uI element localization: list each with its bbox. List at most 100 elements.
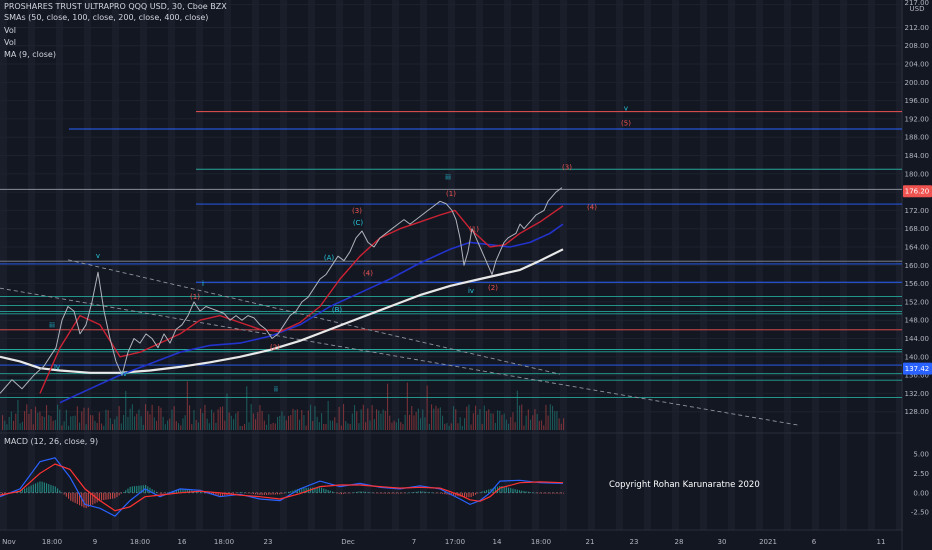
macd-histogram-bar: [222, 492, 224, 497]
price-tick-label: 148.00: [905, 317, 930, 325]
macd-histogram-bar: [488, 489, 490, 493]
macd-histogram-bar: [147, 486, 149, 493]
volume-bar: [226, 393, 228, 430]
volume-indicator-label[interactable]: Vol: [4, 26, 16, 35]
volume-bar: [10, 411, 12, 430]
macd-histogram-bar: [281, 492, 283, 494]
volume-bar: [483, 405, 485, 430]
macd-tick-label: 5.00: [913, 450, 929, 458]
volume-bar: [76, 406, 78, 430]
macd-histogram-bar: [65, 492, 67, 497]
volume-bar: [292, 408, 294, 430]
volume-bar: [503, 413, 505, 430]
macd-histogram-bar: [468, 492, 470, 498]
volume-bar: [268, 414, 270, 430]
macd-histogram-bar: [74, 492, 76, 503]
macd-histogram-bar: [151, 489, 153, 493]
sma-red-line: [39, 205, 564, 394]
volume-bar: [266, 424, 268, 430]
price-axis-bg: [903, 0, 932, 550]
macd-histogram-bar: [255, 492, 257, 495]
volume-bar: [279, 415, 281, 430]
macd-histogram-bar: [96, 492, 98, 503]
volume-bar: [274, 423, 276, 430]
volume-bar: [244, 424, 246, 430]
macd-tick-label: 2.50: [913, 470, 929, 478]
volume-bar: [116, 416, 118, 430]
volume-bar: [468, 404, 470, 430]
symbol-title[interactable]: PROSHARES TRUST ULTRAPRO QQQ USD, 30, Cb…: [4, 2, 227, 11]
macd-histogram-bar: [516, 489, 518, 493]
macd-histogram-bar: [508, 487, 510, 493]
currency-label: USD: [910, 5, 925, 13]
macd-indicator-label[interactable]: MACD (12, 26, close, 9): [4, 437, 99, 446]
volume-bar: [65, 409, 67, 430]
volume-bar: [151, 404, 153, 430]
macd-histogram-bar: [431, 492, 433, 494]
volume-bar: [182, 418, 184, 430]
volume-bar: [358, 423, 360, 430]
macd-histogram-bar: [389, 492, 391, 494]
macd-histogram-bar: [140, 485, 142, 493]
volume-bar: [160, 407, 162, 430]
volume-bar: [50, 416, 52, 430]
macd-histogram-bar: [204, 492, 206, 494]
macd-histogram-bar: [230, 492, 232, 495]
macd-histogram-bar: [556, 492, 558, 494]
volume-bar: [393, 420, 395, 430]
price-tick-label: 152.00: [905, 298, 930, 306]
volume-bar: [57, 404, 59, 430]
macd-histogram-bar: [182, 489, 184, 493]
volume-bar: [21, 421, 23, 430]
sma-indicator-label[interactable]: SMAs (50, close, 100, close, 200, close,…: [4, 13, 209, 22]
volume-bar: [549, 404, 551, 430]
volume-bar: [382, 409, 384, 430]
macd-histogram-bar: [417, 491, 419, 493]
macd-histogram-bar: [499, 486, 501, 493]
volume-bar: [63, 421, 65, 430]
macd-histogram-bar: [492, 488, 494, 493]
volume-bar: [477, 414, 479, 430]
macd-histogram-bar: [83, 492, 85, 508]
signal-line: [0, 463, 564, 512]
macd-histogram-bar: [519, 490, 521, 493]
volume-bar: [354, 405, 356, 430]
macd-histogram-bar: [50, 484, 52, 493]
volume-bar: [318, 422, 320, 430]
volume-bar: [215, 422, 217, 430]
price-tick-label: 180.00: [905, 170, 930, 178]
macd-histogram-bar: [534, 492, 536, 494]
price-tag-bg: [903, 362, 932, 375]
macd-histogram-bar: [439, 492, 441, 494]
volume-bar: [48, 415, 50, 430]
volume-bar: [180, 425, 182, 430]
volume-bar: [424, 417, 426, 430]
volume-bar: [211, 409, 213, 430]
volume-bar: [329, 420, 331, 430]
volume-bar: [439, 407, 441, 430]
macd-histogram-bar: [123, 492, 125, 493]
volume-bar: [30, 408, 32, 430]
macd-histogram-bar: [68, 492, 70, 499]
volume-bar: [461, 425, 463, 430]
volume-bar: [554, 411, 556, 430]
volume-bar: [230, 415, 232, 430]
macd-histogram-bar: [134, 486, 136, 493]
volume-indicator-label-2[interactable]: Vol: [4, 38, 16, 47]
wave-label: (B): [332, 306, 343, 314]
wave-label: (1): [190, 293, 200, 301]
macd-histogram-bar: [442, 492, 444, 494]
macd-histogram-bar: [274, 492, 276, 495]
volume-bar: [41, 416, 43, 430]
time-tick-label: 2021: [759, 538, 777, 546]
macd-histogram-bar: [380, 492, 382, 494]
volume-bar: [28, 413, 30, 430]
volume-bar: [398, 418, 400, 430]
volume-bar: [202, 413, 204, 430]
ma-indicator-label[interactable]: MA (9, close): [4, 50, 56, 59]
macd-histogram-bar: [257, 492, 259, 495]
macd-histogram-bar: [52, 485, 54, 493]
macd-histogram-bar: [59, 490, 61, 493]
macd-histogram-bar: [305, 487, 307, 493]
